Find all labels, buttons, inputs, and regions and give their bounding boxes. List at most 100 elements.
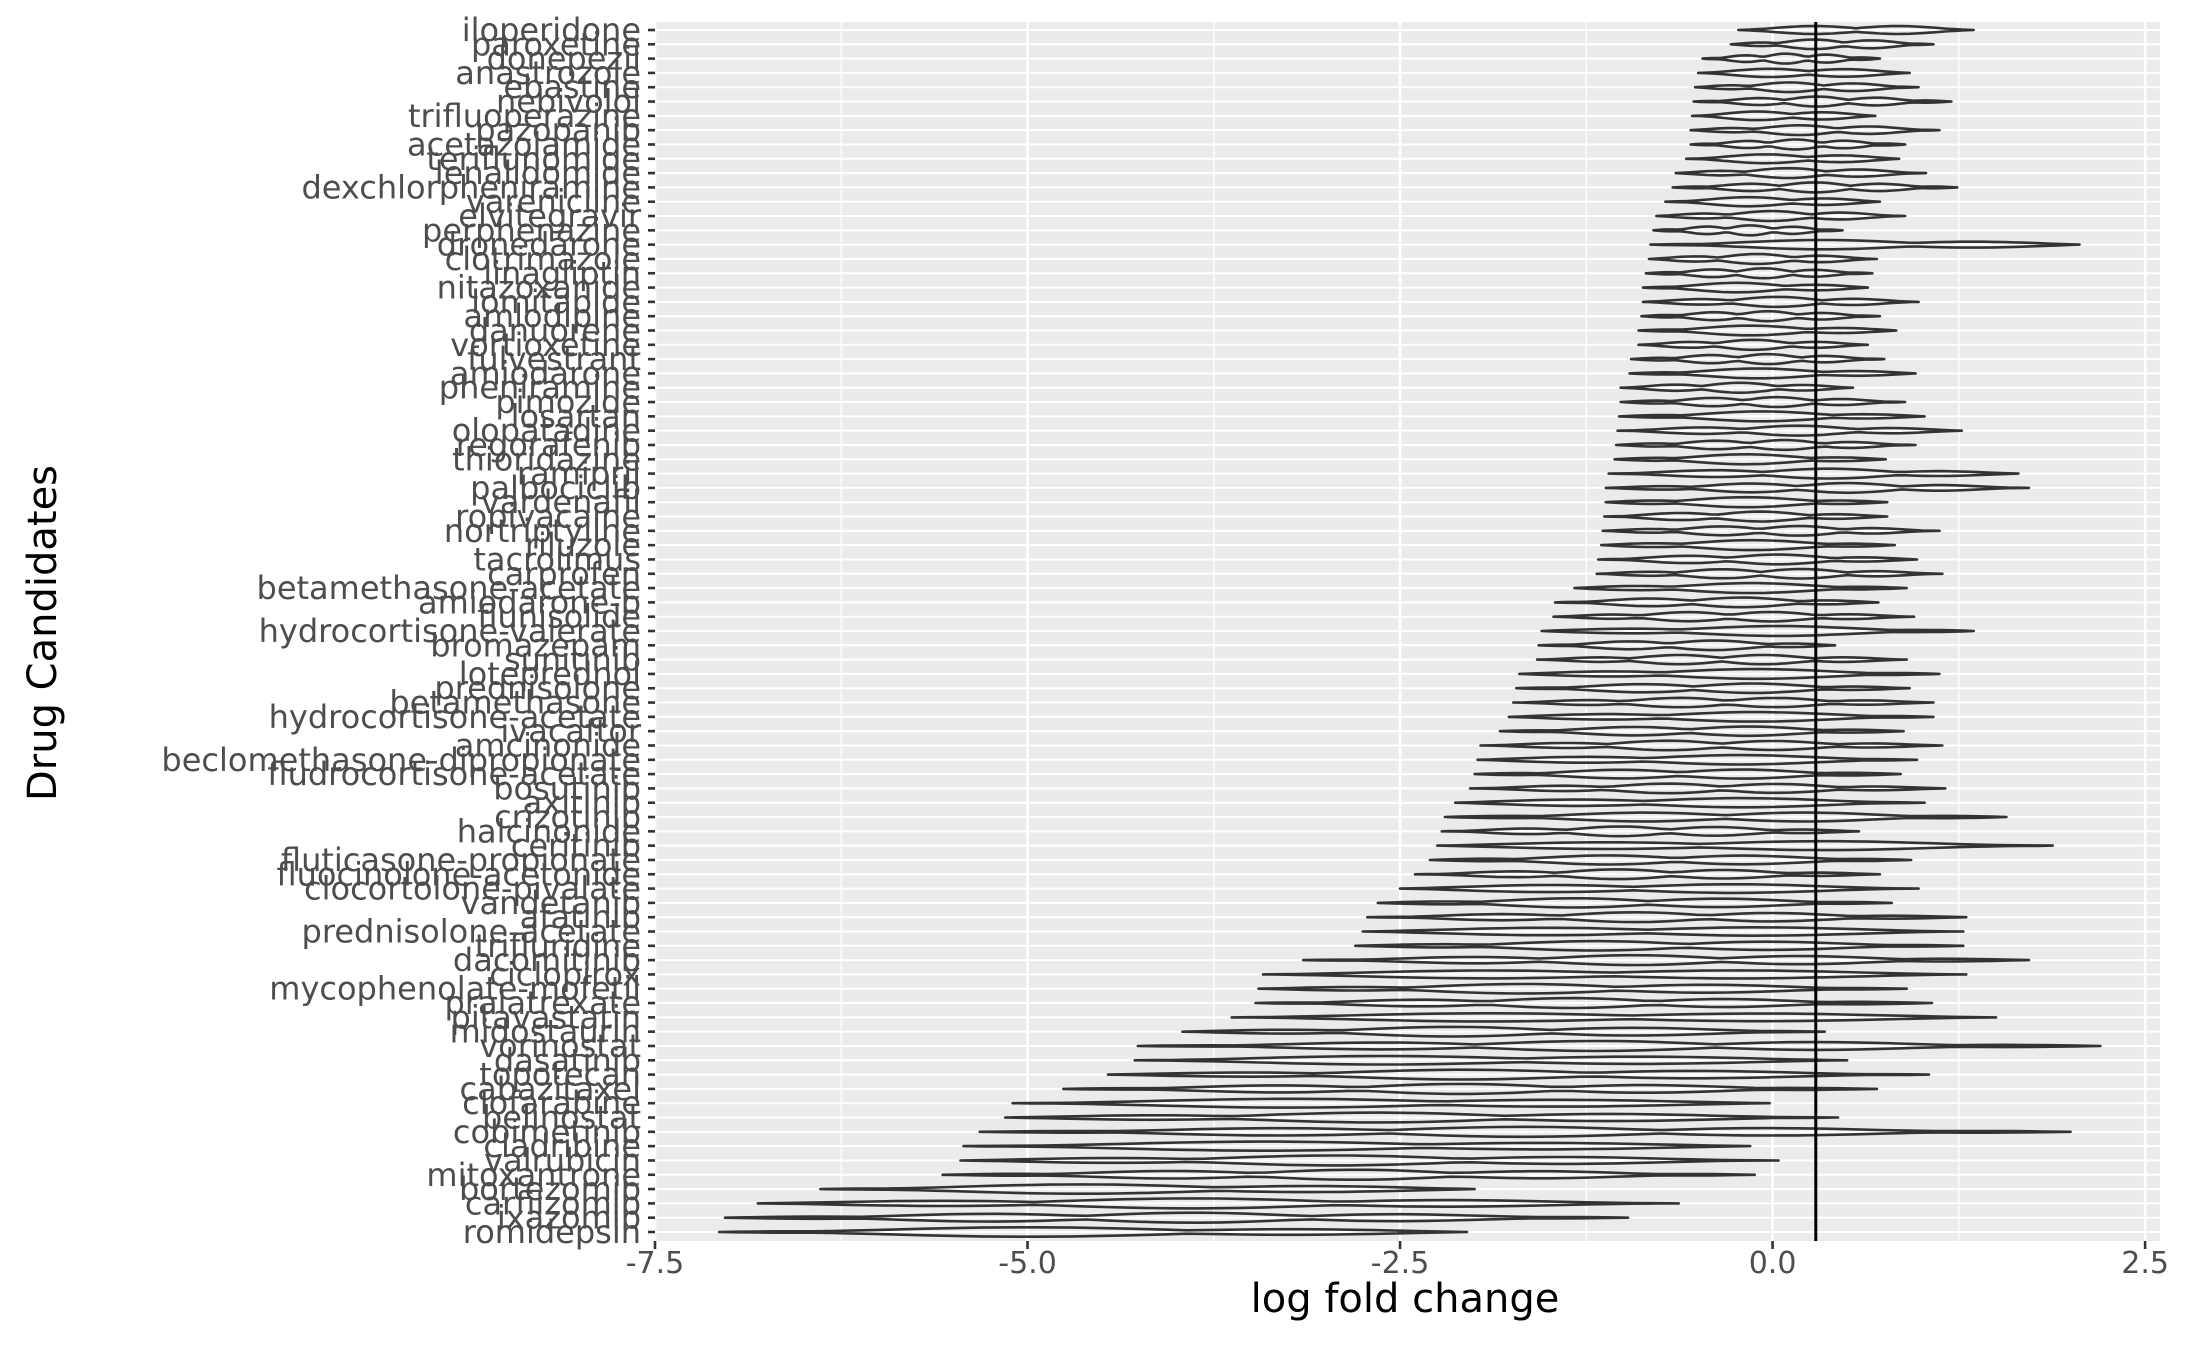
- y-tick-label: prednisolone: [434, 669, 641, 707]
- y-tick-label: dacomitinib: [453, 941, 641, 979]
- x-tick-label: -5.0: [998, 1246, 1057, 1281]
- y-tick-label: betamethasone: [389, 684, 641, 722]
- violin-fluocinolone-acetonide: [1413, 868, 1882, 881]
- y-tick-label: linagliptin: [483, 254, 641, 292]
- y-tick-label: vandetanib: [461, 884, 641, 922]
- y-tick-label: paroxetine: [471, 25, 641, 63]
- violin-linagliptin: [1644, 267, 1874, 280]
- violin-flunisolide: [1552, 610, 1916, 623]
- violin-clofarabine: [1011, 1097, 1771, 1109]
- violin-midostaurin: [1181, 1025, 1826, 1038]
- violin-ciclopirox: [1261, 969, 1968, 980]
- y-tick-label: sunitinib: [504, 641, 641, 679]
- violin-ixazomib: [723, 1211, 1630, 1224]
- y-tick-label: bromazepam: [430, 626, 641, 664]
- y-tick-label: pralatrexate: [445, 984, 641, 1022]
- y-tick-label: clotrimazole: [445, 240, 641, 278]
- y-tick-label: donepezil: [487, 40, 641, 78]
- violin-amiodarone: [1628, 367, 1917, 380]
- y-tick-label: amiodarone-b: [418, 583, 641, 621]
- violin-dacomitinib: [1301, 953, 2031, 967]
- x-axis: -7.5 -5.0 -2.5 0.0 2.5: [626, 1241, 2169, 1281]
- violin-pazopanib: [1689, 124, 1941, 137]
- y-tick-label: carfilzomib: [465, 1184, 641, 1222]
- y-tick-label: riluzole: [525, 526, 641, 564]
- violin-tacrolimus: [1596, 553, 1919, 566]
- violin-cladribine: [962, 1140, 1752, 1152]
- violin-pitavastatin: [1230, 1012, 1998, 1023]
- violin-pheniramine: [1619, 381, 1855, 394]
- y-tick-label: vardenafil: [481, 483, 641, 521]
- violin-dasatinib: [1133, 1054, 1849, 1066]
- violin-cabazitaxel: [1062, 1082, 1879, 1096]
- y-tick-label: acetazolamide: [407, 125, 641, 163]
- violin-acetazolamide: [1689, 138, 1907, 151]
- y-tick-label: fludrocortisone-acetate: [267, 755, 641, 793]
- x-tick-label: -7.5: [626, 1246, 685, 1281]
- violin-nitazoxanide: [1641, 281, 1870, 294]
- violin-clotrimazole: [1647, 252, 1879, 266]
- y-tick-label: cladribine: [483, 1127, 641, 1165]
- violin-carprofen: [1595, 567, 1944, 580]
- y-tick-label: carprofen: [487, 555, 641, 593]
- violin-regorafenib: [1614, 438, 1917, 452]
- y-tick-label: cobimetinib: [453, 1113, 641, 1151]
- y-tick-label: belinostat: [482, 1099, 641, 1137]
- y-tick-label: fulvestrant: [467, 340, 641, 378]
- y-tick-label: trifluoperazine: [408, 97, 641, 135]
- y-axis: iloperidoneparoxetinedonepezilanastrozol…: [161, 11, 655, 1251]
- x-tick-label: -2.5: [1371, 1246, 1430, 1281]
- violin-trifluoperazine: [1690, 110, 1877, 122]
- violin-vortioxetine: [1637, 338, 1870, 352]
- violin-hydrocortisone-acetate: [1507, 710, 1935, 723]
- violin-prednisolone: [1515, 682, 1911, 695]
- y-tick-label: vorinostat: [479, 1027, 641, 1065]
- violin-valrubicin: [959, 1154, 1780, 1167]
- violin-amiodarone-b: [1553, 596, 1880, 609]
- violin-axitinib: [1453, 796, 1926, 809]
- y-tick-label: danuorene: [469, 312, 641, 350]
- y-tick-label: amiodarone: [450, 354, 641, 392]
- y-tick-label: olopatadine: [452, 412, 641, 450]
- y-tick-label: amcinonide: [455, 726, 641, 764]
- y-tick-label: ropivacaine: [455, 498, 641, 536]
- y-tick-label: beclomethasone-dipropionate: [161, 741, 641, 779]
- violin-halcinonide: [1440, 825, 1861, 838]
- violin-dexchlorpheniramine: [1671, 181, 1959, 194]
- y-tick-label: nortriptyline: [444, 512, 641, 550]
- violin-ebastine: [1693, 81, 1920, 94]
- y-tick-label: varenicline: [466, 183, 641, 221]
- x-tick-label: 0.0: [1749, 1246, 1797, 1281]
- violin-romidepsin: [717, 1226, 1469, 1238]
- violin-prednisolone-acetate: [1361, 926, 1965, 937]
- violin-bosutinib: [1468, 782, 1947, 795]
- violin-fluticasone-propionate: [1428, 854, 1913, 866]
- violin-vorinostat: [1136, 1039, 2102, 1053]
- y-tick-label: tacrolimus: [473, 540, 641, 578]
- violin-palbociclib: [1604, 481, 2031, 495]
- y-tick-label: teriflunomide: [426, 140, 641, 178]
- y-tick-label: amlodipine: [463, 297, 641, 335]
- y-tick-label: iloperidone: [462, 11, 641, 49]
- violin-lenalidomide: [1674, 166, 1928, 180]
- y-tick-label: pitavastatin: [451, 998, 641, 1036]
- y-tick-label: dexchlorpheniramine: [301, 168, 641, 206]
- violin-bromazepam: [1537, 639, 1837, 652]
- y-tick-label: clofarabine: [462, 1084, 641, 1122]
- violin-perphenazine: [1652, 224, 1844, 237]
- violin-ivacaftor: [1498, 725, 1905, 738]
- y-tick-label: romidepsin: [463, 1213, 641, 1251]
- y-tick-label: dasatinib: [494, 1041, 641, 1079]
- violin-ropivacaine: [1602, 510, 1889, 523]
- violins: [717, 24, 2102, 1238]
- violin-amcinonide: [1479, 739, 1944, 752]
- violin-afatinib: [1366, 911, 1968, 924]
- violin-vardenafil: [1604, 495, 1889, 509]
- violin-beclomethasone-dipropionate: [1476, 753, 1919, 766]
- violin-carfilzomib: [756, 1197, 1680, 1210]
- y-tick-label: cabazitaxel: [460, 1070, 642, 1108]
- y-tick-label: hydrocortisone-valerate: [259, 612, 641, 650]
- violin-loteprednol: [1518, 667, 1941, 681]
- violin-dronedarone: [1649, 238, 2081, 251]
- y-tick-label: regorafenib: [456, 426, 641, 464]
